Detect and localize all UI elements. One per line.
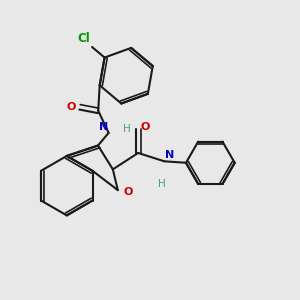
Text: H: H: [158, 179, 166, 189]
Text: N: N: [165, 150, 174, 160]
Text: N: N: [99, 122, 108, 132]
Text: O: O: [67, 102, 76, 112]
Text: O: O: [123, 187, 133, 196]
Text: Cl: Cl: [78, 32, 91, 45]
Text: H: H: [124, 124, 131, 134]
Text: O: O: [140, 122, 150, 132]
